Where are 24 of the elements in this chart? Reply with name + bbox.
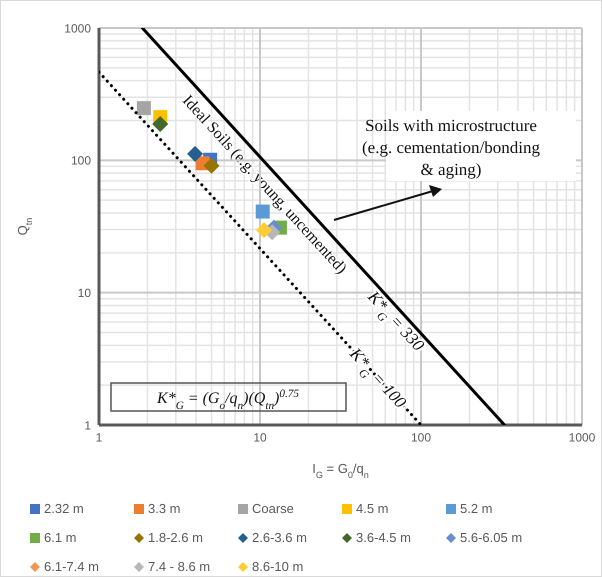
text: K*$_{G}$ = (G$_{o}$/q$_{n}$)(Q$_{tn}$)$^{0.75}$	[157, 388, 299, 412]
legend-label: 3.3 m	[148, 501, 181, 516]
legend-label: 4.5 m	[356, 501, 389, 516]
legend-label: 2.6-3.6 m	[252, 530, 307, 545]
x-tick-label: 1	[96, 430, 103, 445]
x-tick-label: 1000	[568, 430, 596, 445]
x-tick-label: 100	[410, 430, 432, 445]
legend-label: 6.1-7.4 m	[44, 559, 99, 574]
x-axis-title: I$_{G}$ = G$_{0}$/q$_{n}$	[312, 461, 369, 480]
legend-label: 5.2 m	[460, 501, 493, 516]
legend-label: 8.6-10 m	[252, 559, 304, 574]
y-tick-label: 100	[70, 154, 92, 168]
legend-label: 5.6-6.05 m	[460, 530, 522, 545]
legend-label: Coarse	[252, 501, 294, 516]
legend-label: 2.32 m	[44, 501, 84, 516]
legend-label: 6.1 m	[44, 530, 77, 545]
annotation: Soils with microstructure (e.g. cementation/bonding & aging)	[362, 116, 540, 179]
y-tick-label: 10	[78, 286, 92, 300]
legend-label: 1.8-2.6 m	[148, 530, 203, 545]
y-tick-label: 1	[84, 418, 92, 432]
x-tick-label: 10	[253, 430, 267, 445]
legend-label: 7.4 - 8.6 m	[148, 559, 210, 574]
legend-label: 3.6-4.5 m	[356, 530, 411, 545]
y-tick-label: 1000	[64, 21, 92, 36]
